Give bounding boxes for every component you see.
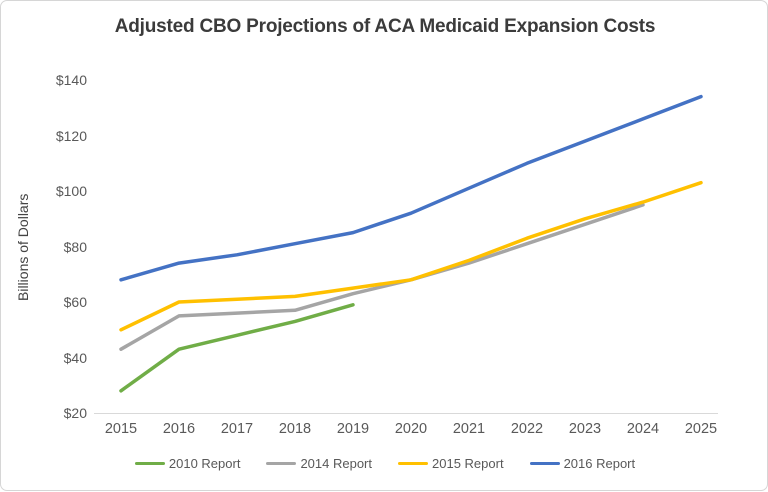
y-tick-label: $140	[55, 72, 87, 88]
legend-label: 2016 Report	[563, 456, 636, 471]
x-tick-label: 2025	[684, 421, 718, 437]
legend-item-2016-report: 2016 Report	[529, 456, 636, 471]
legend-label: 2010 Report	[168, 456, 241, 471]
x-tick-label: 2020	[394, 421, 428, 437]
x-tick-label: 2023	[568, 421, 602, 437]
y-tick-label: $60	[63, 294, 87, 310]
x-tick-label: 2022	[510, 421, 544, 437]
legend-swatch-2016-report	[529, 461, 560, 466]
x-tick-label: 2018	[278, 421, 312, 437]
x-tick-label: 2017	[220, 421, 254, 437]
legend-item-2014-report: 2014 Report	[266, 456, 372, 471]
x-tick-label: 2021	[452, 421, 486, 437]
y-tick-label: $120	[55, 127, 87, 144]
legend-label: 2014 Report	[300, 456, 372, 471]
x-tick-label: 2016	[162, 421, 196, 437]
y-tick-label: $80	[63, 238, 87, 255]
x-tick-label: 2015	[104, 421, 138, 437]
legend-swatch-2010-report	[134, 461, 165, 466]
legend-item-2010-report: 2010 Report	[134, 456, 241, 471]
series-line-2010-report	[119, 303, 355, 393]
y-tick-label: $100	[55, 183, 87, 199]
chart-title: Adjusted CBO Projections of ACA Medicaid…	[114, 16, 656, 37]
y-tick-label: $40	[63, 349, 87, 366]
x-tick-label: 2024	[626, 421, 660, 437]
legend-label: 2015 Report	[432, 456, 504, 471]
legend-swatch-2014-report	[266, 461, 297, 466]
legend-item-2015-report: 2015 Report	[398, 456, 504, 471]
y-tick-label: $20	[63, 405, 87, 421]
x-tick-label: 2019	[336, 421, 370, 437]
x-axis-line	[94, 413, 718, 414]
series-line-2016-report	[119, 94, 703, 282]
series-line-2015-report	[119, 180, 703, 332]
legend: 2010 Report 2014 Report 2015 Report 2016 Re…	[1, 456, 768, 471]
series-line-2014-report	[119, 203, 645, 351]
legend-swatch-2015-report	[398, 461, 428, 466]
